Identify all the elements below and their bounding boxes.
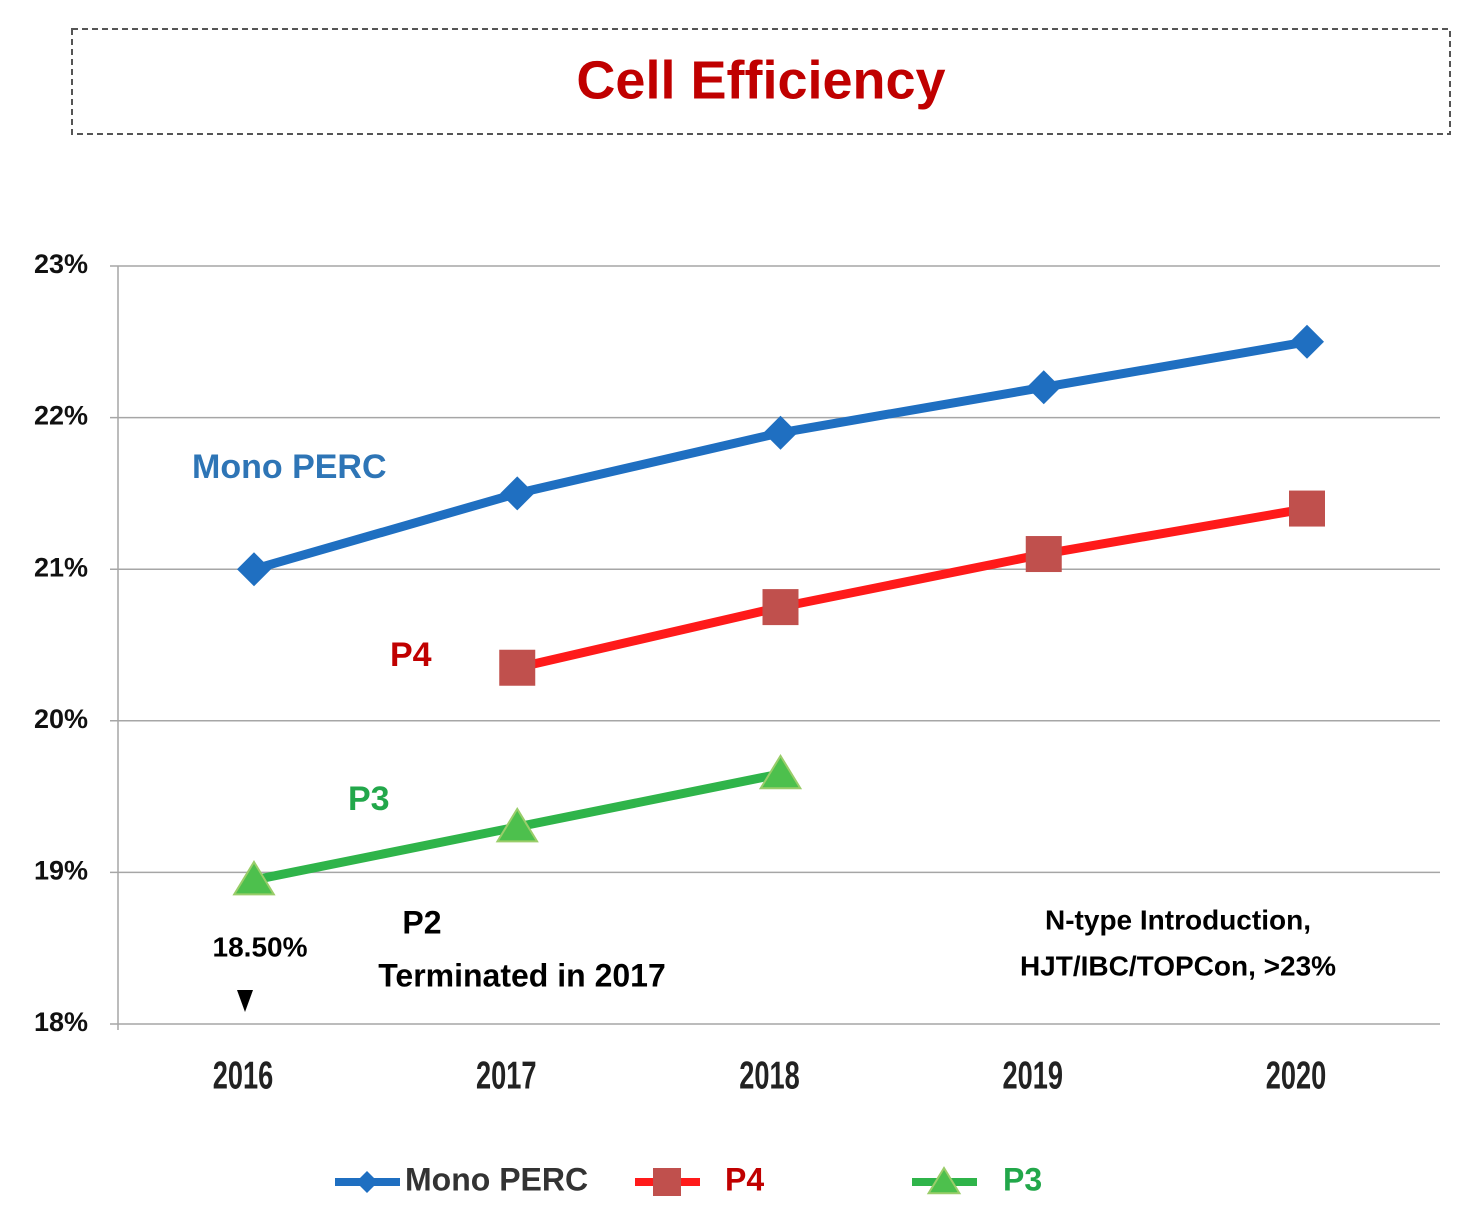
marker — [237, 552, 271, 587]
marker — [763, 415, 798, 450]
x-tick-label: 2019 — [1003, 1055, 1063, 1098]
chart-title: Cell Efficiency — [576, 50, 945, 110]
y-tick-label: 20% — [34, 704, 88, 734]
legend-marker — [926, 1166, 962, 1195]
marker — [1289, 490, 1325, 527]
marker — [495, 807, 539, 843]
legend-label: P3 — [1003, 1161, 1042, 1197]
marker — [1290, 324, 1324, 359]
marker — [1026, 370, 1061, 405]
y-tick-label: 21% — [34, 552, 88, 582]
series-label: Mono PERC — [192, 448, 387, 486]
x-tick-label: 2017 — [476, 1055, 536, 1098]
legend-label: Mono PERC — [405, 1161, 588, 1197]
y-tick-label: 19% — [34, 856, 88, 886]
y-tick-label: 22% — [34, 401, 88, 431]
series-label: P3 — [348, 780, 390, 818]
annotation: HJT/IBC/TOPCon, >23% — [1020, 950, 1336, 981]
marker — [232, 860, 276, 896]
marker — [758, 753, 803, 790]
series-label: P4 — [390, 636, 432, 674]
x-tick-label: 2016 — [213, 1055, 273, 1098]
annotation: 18.50% — [213, 931, 308, 962]
marker — [500, 476, 535, 511]
arrow — [237, 990, 253, 1012]
marker — [499, 649, 536, 686]
y-tick-label: 18% — [34, 1007, 88, 1037]
annotation: Terminated in 2017 — [378, 957, 666, 993]
annotation: N-type Introduction, — [1045, 904, 1311, 935]
y-tick-label: 23% — [34, 249, 88, 279]
legend-label: P4 — [725, 1161, 764, 1197]
marker — [762, 589, 799, 626]
title-box — [71, 28, 1451, 135]
x-tick-label: 2018 — [739, 1055, 799, 1098]
plot-area: 18% 19% 20% 21% 22% 23% 2016 2017 2018 2019 2020 Mo… — [34, 249, 1440, 1197]
legend-marker — [653, 1168, 681, 1196]
annotation: P2 — [402, 904, 441, 940]
legend-marker — [356, 1171, 378, 1193]
series-line — [516, 504, 1308, 673]
x-tick-label: 2020 — [1266, 1055, 1326, 1098]
marker — [1025, 536, 1062, 573]
